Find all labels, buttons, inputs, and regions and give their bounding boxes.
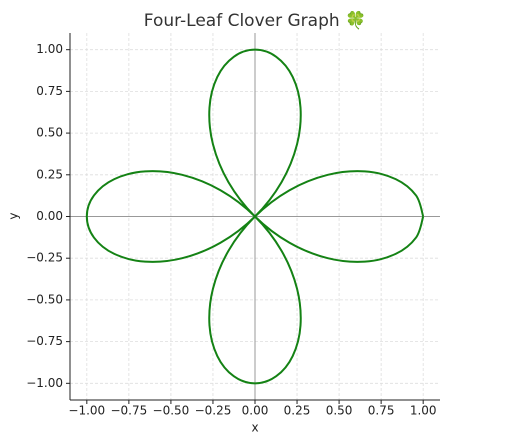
y-tick-label: −1.00	[26, 376, 63, 390]
x-tick-label: 0.25	[284, 404, 311, 418]
x-tick-label: 1.00	[410, 404, 437, 418]
y-tick-label: 0.25	[36, 167, 63, 181]
y-tick-label: 0.00	[36, 209, 63, 223]
x-axis-label: x	[251, 421, 258, 435]
y-tick-label: −0.50	[26, 292, 63, 306]
x-tick-label: −0.25	[195, 404, 232, 418]
y-tick-label: 1.00	[36, 42, 63, 56]
x-tick-label: −1.00	[68, 404, 105, 418]
y-axis-label: y	[7, 212, 21, 219]
y-tick-label: 0.75	[36, 84, 63, 98]
curve	[85, 48, 425, 385]
y-tick-label: 0.50	[36, 126, 63, 140]
x-tick-label: 0.50	[326, 404, 353, 418]
y-tick-label: −0.75	[26, 334, 63, 348]
x-tick-label: 0.75	[368, 404, 395, 418]
y-tick-label: −0.25	[26, 251, 63, 265]
chart-title: Four-Leaf Clover Graph 🍀	[144, 10, 366, 31]
x-tick-label: −0.75	[110, 404, 147, 418]
x-tick-label: −0.50	[153, 404, 190, 418]
x-tick-label: 0.00	[242, 404, 269, 418]
